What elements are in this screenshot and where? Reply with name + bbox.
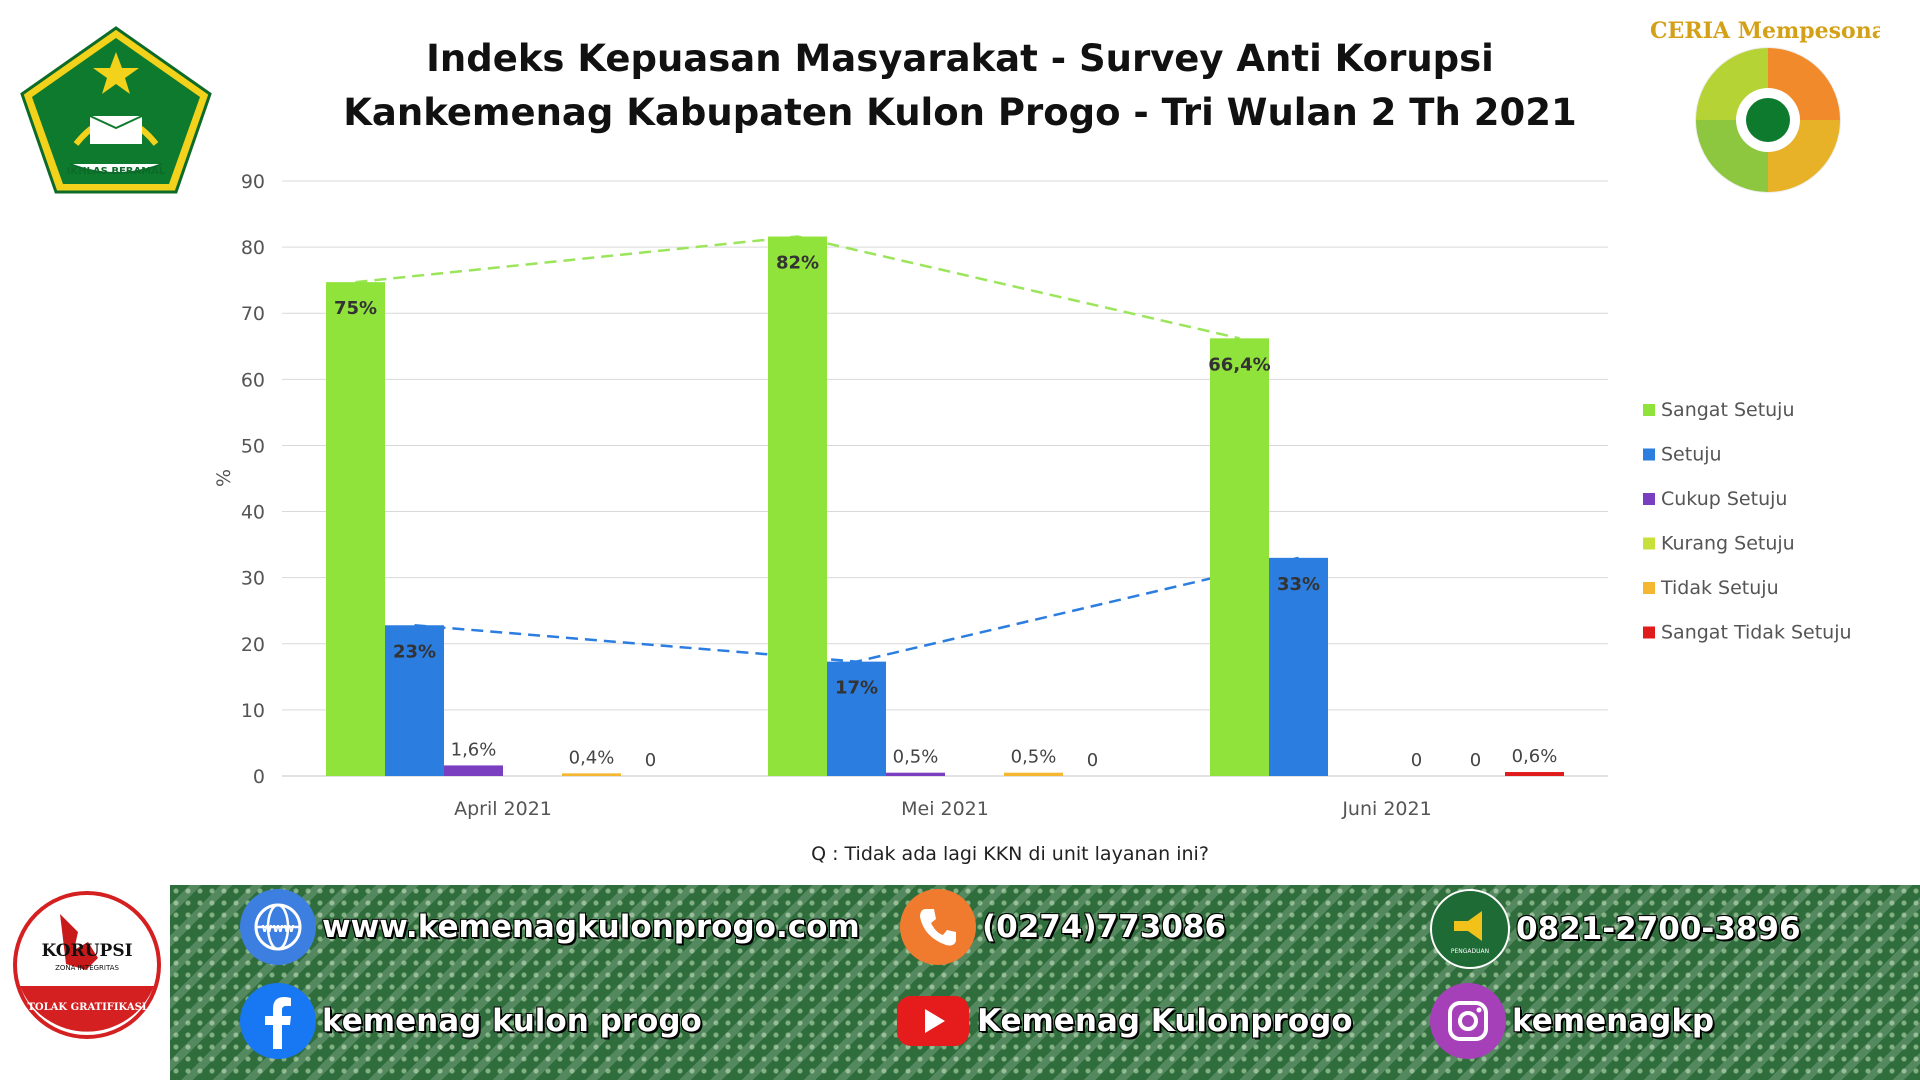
data-label: 23% [393, 641, 436, 662]
kemenag-logo: IKHLAS BERAMAL [20, 26, 212, 194]
data-label: 66,4% [1208, 354, 1270, 375]
anti-corruption-badge: KORUPSI ZONA INTEGRITAS TOLAK GRATIFIKAS… [13, 891, 161, 1039]
data-label: 0 [645, 750, 656, 771]
data-label: 0,5% [893, 747, 939, 768]
chart-x-ticks: April 2021 Mei 2021 Juni 2021 [454, 798, 1432, 820]
legend-swatch [1643, 404, 1655, 416]
website-text[interactable]: www.kemenagkulonprogo.com [322, 909, 860, 945]
chart-title: Indeks Kepuasan Masyarakat - Survey Anti… [0, 32, 1920, 140]
data-label: 17% [835, 678, 878, 699]
legend-entry: Setuju [1661, 444, 1722, 466]
data-label: 0 [1470, 750, 1481, 771]
trendline [414, 556, 1299, 663]
badge-bottom-text: TOLAK GRATIFIKASI [27, 1002, 146, 1013]
badge-subtitle: ZONA INTEGRITAS [55, 964, 119, 972]
instagram-text[interactable]: kemenagkp [1512, 1003, 1715, 1039]
contact-footer: www www.kemenagkulonprogo.com (0274)7730… [170, 885, 1920, 1080]
bar-chart: 75%82%66,4%23%17%33%1,6% 0,5% 00,4% 0,5% 00 0… [213, 171, 1852, 865]
data-label: 1,6% [451, 739, 497, 760]
badge-title: KORUPSI [41, 941, 132, 961]
youtube-icon [895, 983, 971, 1059]
data-label: 0,5% [1011, 747, 1057, 768]
title-line-2: Kankemenag Kabupaten Kulon Progo - Tri W… [343, 91, 1577, 134]
complaint-icon-label: PENGADUAN [1451, 948, 1489, 955]
bar [444, 765, 503, 776]
kemenag-logo-text: IKHLAS BERAMAL [67, 166, 166, 177]
chart-bars [326, 236, 1564, 777]
y-tick-label: 60 [241, 369, 265, 391]
instagram-item[interactable]: kemenagkp [1430, 983, 1714, 1059]
youtube-item[interactable]: Kemenag Kulonprogo [895, 983, 1353, 1059]
bar [562, 773, 621, 776]
legend-swatch [1643, 537, 1655, 550]
data-label: 33% [1277, 574, 1320, 595]
data-label: 82% [776, 253, 819, 274]
globe-icon: www [240, 889, 316, 965]
instagram-icon [1430, 983, 1506, 1059]
facebook-item[interactable]: kemenag kulon progo [240, 983, 702, 1059]
bar [886, 772, 945, 776]
y-tick-label: 40 [241, 502, 265, 524]
youtube-text[interactable]: Kemenag Kulonprogo [977, 1003, 1353, 1039]
legend-entry: Sangat Tidak Setuju [1661, 622, 1852, 644]
chart-data-labels: 75% 82% 66,4% 23% 17% 33% 1,6% 0,5% 0 0,4% 0,5% 0 0 0… [334, 253, 1557, 771]
y-tick-label: 80 [241, 237, 265, 259]
ceria-logo-text: CERIA Mempesona [1650, 18, 1880, 44]
legend-swatch [1643, 448, 1655, 461]
bar [1004, 772, 1063, 776]
data-label: 0 [1411, 750, 1422, 771]
x-tick-label: Juni 2021 [1341, 798, 1431, 820]
y-tick-label: 30 [241, 568, 265, 590]
y-tick-label: 90 [241, 171, 265, 193]
legend-entry: Tidak Setuju [1660, 577, 1779, 599]
legend-entry: Kurang Setuju [1661, 533, 1795, 555]
bar [385, 625, 444, 776]
y-tick-label: 50 [241, 435, 265, 457]
complaint-item[interactable]: PENGADUAN 0821-2700-3896 [1430, 889, 1801, 969]
legend-swatch [1643, 626, 1655, 639]
data-label: 75% [334, 298, 377, 319]
megaphone-icon: PENGADUAN [1430, 889, 1510, 969]
y-tick-label: 20 [241, 634, 265, 656]
legend-entry: Cukup Setuju [1661, 488, 1787, 510]
phone-icon [900, 889, 976, 965]
y-tick-label: 10 [241, 700, 265, 722]
bar [1505, 772, 1564, 776]
phone-item[interactable]: (0274)773086 [900, 889, 1226, 965]
data-label: 0 [1087, 750, 1098, 771]
bar [768, 236, 827, 777]
y-tick-label: 0 [253, 766, 265, 788]
facebook-text[interactable]: kemenag kulon progo [322, 1003, 702, 1039]
bar [1269, 557, 1328, 776]
facebook-icon [240, 983, 316, 1059]
y-tick-label: 70 [241, 303, 265, 325]
data-label: 0,4% [569, 747, 615, 768]
title-line-1: Indeks Kepuasan Masyarakat - Survey Anti… [426, 37, 1494, 80]
website-item[interactable]: www www.kemenagkulonprogo.com [240, 889, 860, 965]
chart-legend: Sangat Setuju Setuju Cukup Setuju Kurang Se… [1643, 399, 1852, 644]
svg-text:www: www [261, 921, 294, 935]
phone-text[interactable]: (0274)773086 [982, 909, 1227, 945]
bar [827, 661, 886, 776]
y-axis-label: % [213, 469, 235, 487]
x-axis-label: Q : Tidak ada lagi KKN di unit layanan i… [811, 843, 1209, 865]
legend-swatch [1643, 493, 1655, 505]
legend-entry: Sangat Setuju [1661, 399, 1795, 421]
bar [1210, 338, 1269, 776]
ceria-logo: CERIA Mempesona [1650, 18, 1880, 193]
complaint-text[interactable]: 0821-2700-3896 [1516, 911, 1801, 947]
legend-swatch [1643, 582, 1655, 594]
bar [326, 282, 385, 776]
chart-y-ticks: 0 10 20 30 40 50 60 70 80 90 [241, 171, 265, 788]
x-tick-label: April 2021 [454, 798, 552, 820]
data-label: 0,6% [1512, 746, 1558, 767]
x-tick-label: Mei 2021 [901, 798, 989, 820]
